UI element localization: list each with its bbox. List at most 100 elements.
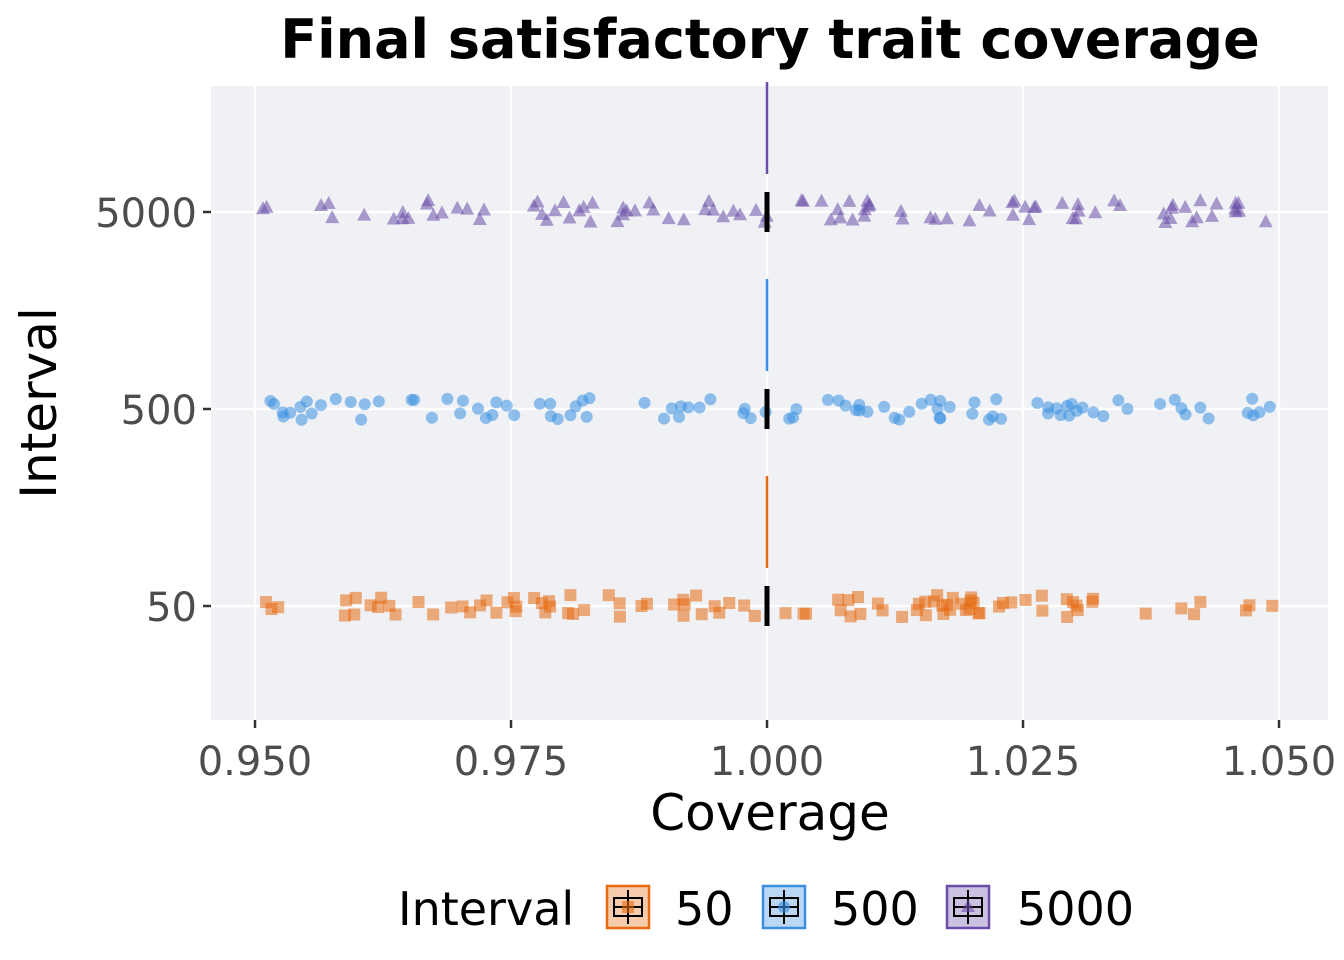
- data-point-5000: [434, 205, 449, 219]
- data-point-50: [832, 593, 845, 606]
- y-tick-label: 500: [121, 388, 197, 434]
- data-point-50: [668, 598, 681, 611]
- data-point-500: [329, 392, 342, 405]
- data-point-500: [1097, 410, 1110, 423]
- data-point-5000: [472, 211, 487, 225]
- data-point-500: [658, 412, 671, 425]
- data-point-50: [613, 610, 626, 623]
- data-point-50: [871, 597, 884, 610]
- data-point-500: [1042, 401, 1055, 414]
- data-point-5000: [460, 201, 475, 215]
- data-point-50: [852, 591, 865, 604]
- data-point-500: [986, 410, 999, 423]
- data-point-5000: [1164, 200, 1179, 214]
- data-point-5000: [585, 195, 600, 209]
- data-point-50: [963, 602, 976, 615]
- data-point-5000: [627, 203, 642, 217]
- data-point-50: [1188, 608, 1201, 621]
- data-point-500: [544, 410, 557, 423]
- data-point-5000: [982, 203, 997, 217]
- data-point-500: [934, 412, 947, 425]
- data-point-500: [990, 393, 1003, 406]
- data-point-500: [580, 410, 593, 423]
- data-point-50: [348, 608, 361, 621]
- data-point-5000: [1113, 197, 1128, 211]
- x-tick-label: 1.050: [1222, 739, 1337, 785]
- data-point-50: [940, 598, 953, 611]
- legend-label-500: 500: [831, 882, 919, 936]
- data-point-500: [358, 398, 371, 411]
- data-point-500: [544, 397, 557, 410]
- data-point-500: [682, 401, 695, 414]
- data-point-5000: [1028, 199, 1043, 213]
- data-point-50: [349, 591, 362, 604]
- data-point-50: [640, 597, 653, 610]
- data-point-50: [800, 607, 813, 620]
- data-point-500: [783, 412, 796, 425]
- data-point-5000: [357, 207, 372, 221]
- data-point-500: [268, 397, 281, 410]
- data-point-500: [583, 392, 596, 405]
- data-point-5000: [895, 211, 910, 225]
- data-point-500: [704, 393, 717, 406]
- data-point-500: [344, 395, 357, 408]
- data-point-50: [338, 609, 351, 622]
- data-point-50: [383, 599, 396, 612]
- data-point-50: [562, 607, 575, 620]
- chart-title: Final satisfactory trait coverage: [280, 8, 1259, 71]
- data-point-500: [966, 407, 979, 420]
- data-point-5000: [962, 213, 977, 227]
- data-point-500: [1253, 406, 1266, 419]
- data-point-500: [1054, 409, 1067, 422]
- data-point-50: [445, 601, 458, 614]
- data-point-500: [693, 401, 706, 414]
- data-point-50: [738, 599, 751, 612]
- data-point-5000: [1185, 214, 1200, 228]
- data-point-500: [500, 399, 513, 412]
- data-point-500: [405, 393, 418, 406]
- data-point-5000: [321, 195, 336, 209]
- data-point-50: [372, 600, 385, 613]
- data-point-500: [441, 392, 454, 405]
- data-point-5000: [940, 211, 955, 225]
- data-point-5000: [794, 193, 809, 207]
- data-point-5000: [477, 202, 492, 216]
- data-point-50: [677, 609, 690, 622]
- data-point-500: [1175, 402, 1188, 415]
- data-point-5000: [1018, 199, 1033, 213]
- data-point-50: [340, 594, 353, 607]
- data-point-50: [1067, 596, 1080, 609]
- data-point-50: [842, 594, 855, 607]
- data-point-5000: [1156, 206, 1171, 220]
- data-point-50: [1194, 595, 1207, 608]
- y-axis-title: Interval: [10, 307, 68, 498]
- data-point-500: [1202, 412, 1215, 425]
- data-point-5000: [1209, 196, 1224, 210]
- legend-marker: [778, 901, 790, 913]
- x-axis-title: Coverage: [650, 784, 890, 842]
- data-point-500: [1112, 394, 1125, 407]
- y-axis: 50 500 5000: [95, 191, 211, 631]
- data-point-50: [896, 610, 909, 623]
- legend-key-500: [761, 884, 807, 930]
- legend-key-50: [605, 884, 651, 930]
- data-point-50: [844, 610, 857, 623]
- data-point-5000: [1069, 211, 1084, 225]
- data-point-5000: [1163, 210, 1178, 224]
- data-point-5000: [450, 200, 465, 214]
- data-point-5000: [1228, 204, 1243, 218]
- data-point-50: [602, 589, 615, 602]
- data-point-500: [295, 413, 308, 426]
- data-point-50: [564, 589, 577, 602]
- data-point-50: [412, 595, 425, 608]
- data-point-5000: [733, 207, 748, 221]
- data-point-5000: [857, 202, 872, 216]
- legend-marker: [961, 899, 975, 912]
- data-point-500: [533, 397, 546, 410]
- data-point-50: [695, 608, 708, 621]
- data-point-500: [1031, 396, 1044, 409]
- data-point-5000: [1022, 212, 1037, 226]
- data-point-50: [480, 594, 493, 607]
- x-tick-label: 1.025: [966, 739, 1081, 785]
- data-point-50: [490, 606, 503, 619]
